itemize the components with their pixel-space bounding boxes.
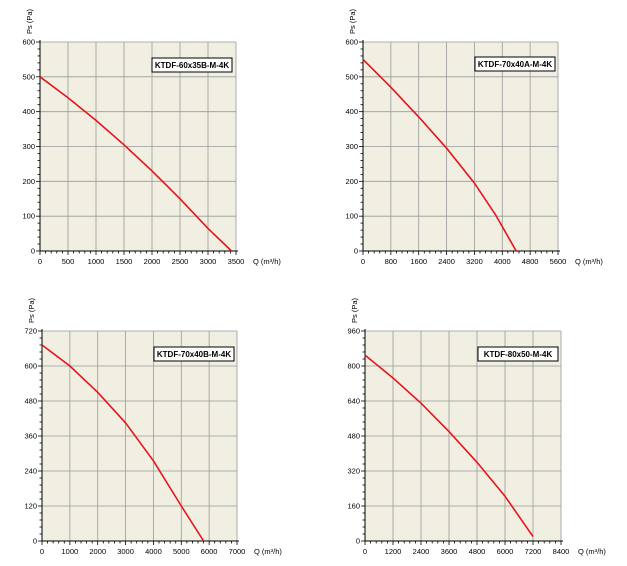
x-tick-label: 7000 (229, 547, 246, 556)
performance-curve (39, 76, 233, 252)
legend-box (474, 56, 556, 72)
y-tick-label: 240 (24, 467, 37, 476)
x-tick-label: 3600 (441, 547, 458, 556)
x-tick-label: 1000 (62, 547, 79, 556)
legend-box (477, 346, 559, 362)
legend-label: KTDF-70x40A-M-4K (478, 60, 552, 69)
x-tick-label: 5000 (173, 547, 190, 556)
x-tick-label: 0 (363, 547, 367, 556)
y-tick-label: 300 (345, 142, 358, 151)
x-axis-label: Q (m³/h) (578, 547, 606, 556)
x-tick-label: 0 (40, 547, 44, 556)
y-tick-label: 100 (345, 212, 358, 221)
y-tick-label: 960 (347, 327, 360, 336)
y-tick-label: 0 (356, 537, 360, 546)
x-tick-label: 8400 (553, 547, 570, 556)
x-tick-label: 4800 (522, 257, 539, 266)
y-tick-label: 320 (347, 467, 360, 476)
x-tick-label: 3500 (228, 257, 245, 266)
y-tick-label: 600 (24, 362, 37, 371)
x-tick-label: 4000 (494, 257, 511, 266)
y-tick-label: 640 (347, 397, 360, 406)
y-tick-label: 400 (345, 107, 358, 116)
y-tick-label: 400 (22, 107, 35, 116)
legend-label: KTDF-60x35B-M-4K (155, 61, 229, 70)
chart-4: 0 1200 2400 3600 4800 6000 7200 8400 0 160 320 480 6… (347, 297, 606, 556)
x-tick-label: 0 (38, 257, 42, 266)
y-tick-label: 600 (345, 38, 358, 47)
y-tick-label: 500 (345, 72, 358, 81)
performance-curve (364, 354, 534, 538)
y-tick-label: 480 (24, 397, 37, 406)
x-tick-label: 3000 (200, 257, 217, 266)
performance-curve (41, 344, 205, 542)
performance-curve (362, 58, 517, 252)
y-tick-label: 480 (347, 432, 360, 441)
legend-label: KTDF-70x40B-M-4K (157, 350, 231, 359)
y-tick-label: 0 (31, 247, 35, 256)
x-tick-label: 2000 (89, 547, 106, 556)
x-axis-label: Q (m³/h) (575, 257, 603, 266)
legend-box (153, 346, 235, 362)
x-tick-label: 0 (361, 257, 365, 266)
y-axis-label: Ps (Pa) (27, 297, 36, 323)
y-tick-label: 200 (22, 177, 35, 186)
y-tick-label: 100 (22, 212, 35, 221)
x-tick-label: 4800 (469, 547, 486, 556)
x-tick-label: 6000 (497, 547, 514, 556)
x-tick-label: 800 (385, 257, 398, 266)
legend-label: KTDF-80x50-M-4K (484, 350, 553, 359)
y-tick-label: 600 (22, 38, 35, 47)
y-axis-label: Ps (Pa) (348, 8, 357, 34)
legend-box (151, 57, 233, 73)
x-tick-label: 1500 (116, 257, 133, 266)
chart-1: 0 500 1000 1500 2000 2500 3000 3500 0 100 200 300 40… (22, 8, 281, 266)
y-tick-label: 160 (347, 502, 360, 511)
chart-2: 0 800 1600 2400 3200 4000 4800 5600 0 100 200 300 40… (345, 8, 603, 266)
y-tick-label: 120 (24, 502, 37, 511)
x-tick-label: 2500 (172, 257, 189, 266)
chart-3: 0 1000 2000 3000 4000 5000 6000 7000 0 120 240 360 4… (24, 297, 282, 556)
x-tick-label: 2400 (413, 547, 430, 556)
x-tick-label: 2000 (144, 257, 161, 266)
x-tick-label: 7200 (525, 547, 542, 556)
x-tick-label: 1200 (385, 547, 402, 556)
y-tick-label: 200 (345, 177, 358, 186)
x-tick-label: 2400 (438, 257, 455, 266)
y-axis-label: Ps (Pa) (350, 297, 359, 323)
x-axis-label: Q (m³/h) (253, 257, 281, 266)
x-tick-label: 1600 (410, 257, 427, 266)
y-tick-label: 300 (22, 142, 35, 151)
x-tick-label: 4000 (145, 547, 162, 556)
y-tick-label: 360 (24, 432, 37, 441)
x-tick-label: 6000 (201, 547, 218, 556)
x-tick-label: 3200 (466, 257, 483, 266)
x-tick-label: 500 (62, 257, 75, 266)
y-tick-label: 800 (347, 362, 360, 371)
y-axis-label: Ps (Pa) (25, 8, 34, 34)
x-tick-label: 1000 (88, 257, 105, 266)
x-tick-label: 3000 (117, 547, 134, 556)
x-tick-label: 5600 (550, 257, 567, 266)
y-tick-label: 0 (354, 247, 358, 256)
y-tick-label: 0 (33, 537, 37, 546)
y-tick-label: 500 (22, 72, 35, 81)
x-axis-label: Q (m³/h) (254, 547, 282, 556)
y-tick-label: 720 (24, 327, 37, 336)
